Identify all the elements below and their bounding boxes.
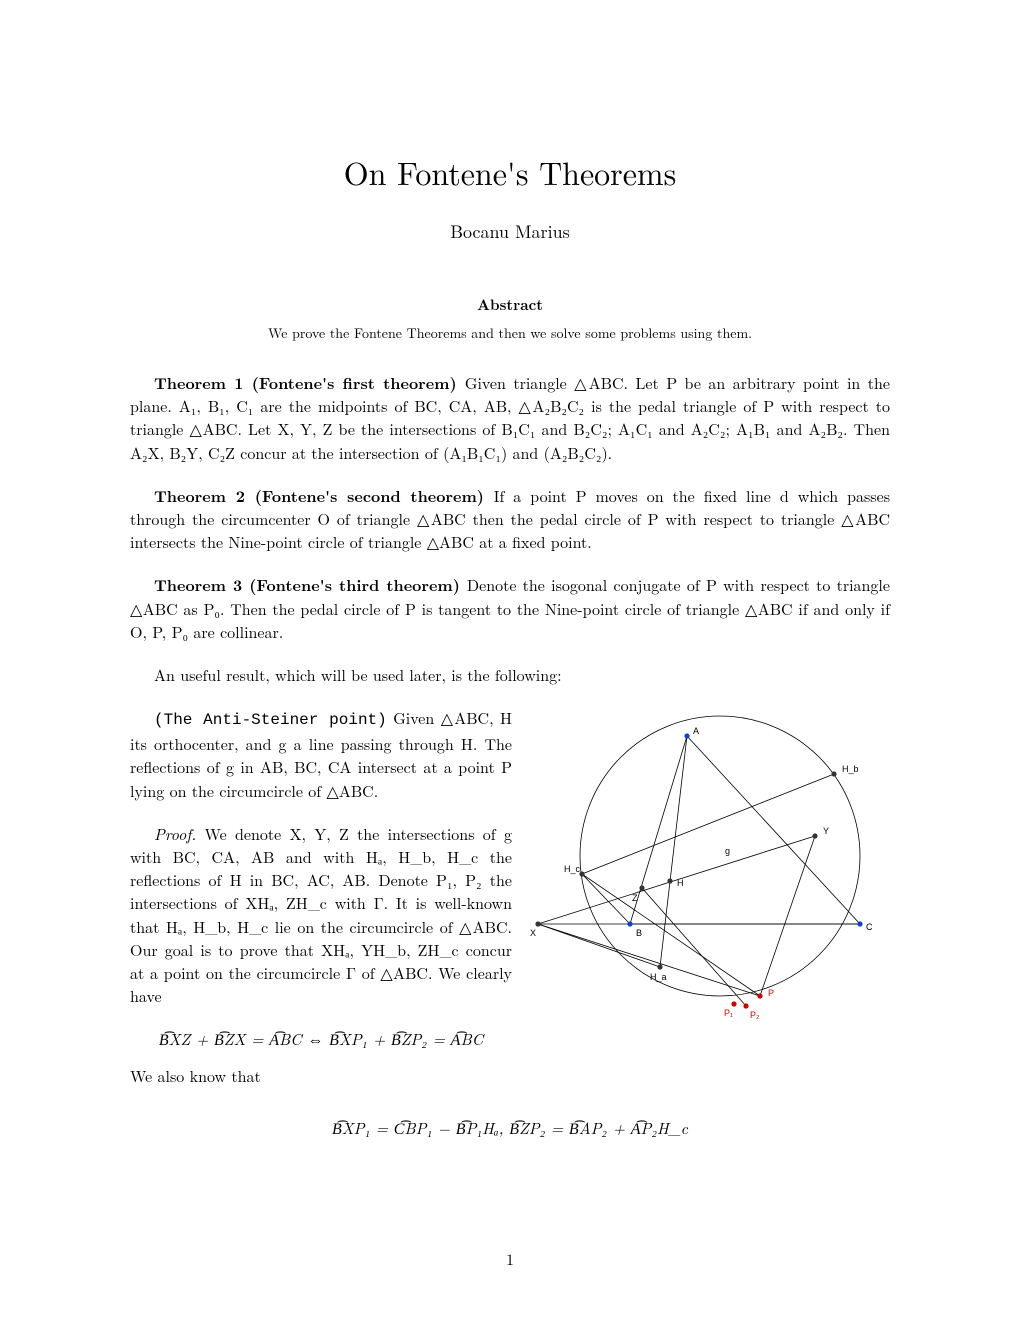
two-column-region: (The Anti-Steiner point) Given △ABC, H i… <box>130 706 890 1107</box>
right-figure-column: A H_b Yg H_c H Z X B C H_a P P₁ P₂ <box>530 706 890 1036</box>
theorem-2-label: Theorem 2 (Fontene's second theorem) <box>154 484 494 507</box>
page-number: 1 <box>0 1247 1020 1270</box>
theorem-2: Theorem 2 (Fontene's second theorem) If … <box>130 484 890 554</box>
geometry-diagram: A H_b Yg H_c H Z X B C H_a P P₁ P₂ <box>530 706 890 1036</box>
svg-text:X: X <box>530 928 536 938</box>
page: On Fontene's Theorems Bocanu Marius Abst… <box>0 0 1020 1320</box>
theorem-1-label: Theorem 1 (Fontene's first theorem) <box>154 371 465 394</box>
proof-body: We denote X, Y, Z the intersections of g… <box>130 822 512 1007</box>
svg-text:B: B <box>636 928 642 938</box>
svg-text:A: A <box>693 726 699 736</box>
anti-steiner-label: (The Anti-Steiner point) <box>154 711 387 729</box>
svg-text:H_b: H_b <box>842 764 859 774</box>
theorem-1: Theorem 1 (Fontene's first theorem) Give… <box>130 371 890 464</box>
svg-text:P: P <box>768 988 774 998</box>
useful-result-line: An useful result, which will be used lat… <box>130 663 890 686</box>
abstract-label: Abstract <box>130 294 890 315</box>
we-also-line: We also know that <box>130 1064 512 1087</box>
svg-text:Y: Y <box>823 826 829 836</box>
theorem-3-label: Theorem 3 (Fontene's third theorem) <box>154 573 467 596</box>
left-text-column: (The Anti-Steiner point) Given △ABC, H i… <box>130 706 512 1107</box>
author: Bocanu Marius <box>130 219 890 244</box>
anti-steiner: (The Anti-Steiner point) Given △ABC, H i… <box>130 706 512 802</box>
theorem-3: Theorem 3 (Fontene's third theorem) Deno… <box>130 573 890 643</box>
svg-text:P₂: P₂ <box>750 1010 760 1020</box>
svg-text:g: g <box>725 846 730 856</box>
svg-text:H_a: H_a <box>650 972 667 982</box>
equation-2: B͡XP₁ = C͡BP₁ − B͡P₁Hₐ, B͡ZP₂ = B͡AP₂ + … <box>130 1116 890 1139</box>
svg-text:Z: Z <box>632 893 638 903</box>
svg-text:H_c: H_c <box>564 864 581 874</box>
abstract-text: We prove the Fontene Theorems and then w… <box>187 323 833 343</box>
svg-text:H: H <box>677 878 684 888</box>
title: On Fontene's Theorems <box>130 150 890 195</box>
proof-paragraph: Proof. We denote X, Y, Z the intersectio… <box>130 822 512 1008</box>
svg-text:P₁: P₁ <box>724 1008 733 1018</box>
svg-text:C: C <box>866 922 873 932</box>
proof-label: Proof. <box>154 822 196 845</box>
equation-1: B͡XZ + B͡ZX = A͡BC ⇔ B͡XP₁ + B͡ZP₂ = A͡B… <box>130 1027 512 1050</box>
